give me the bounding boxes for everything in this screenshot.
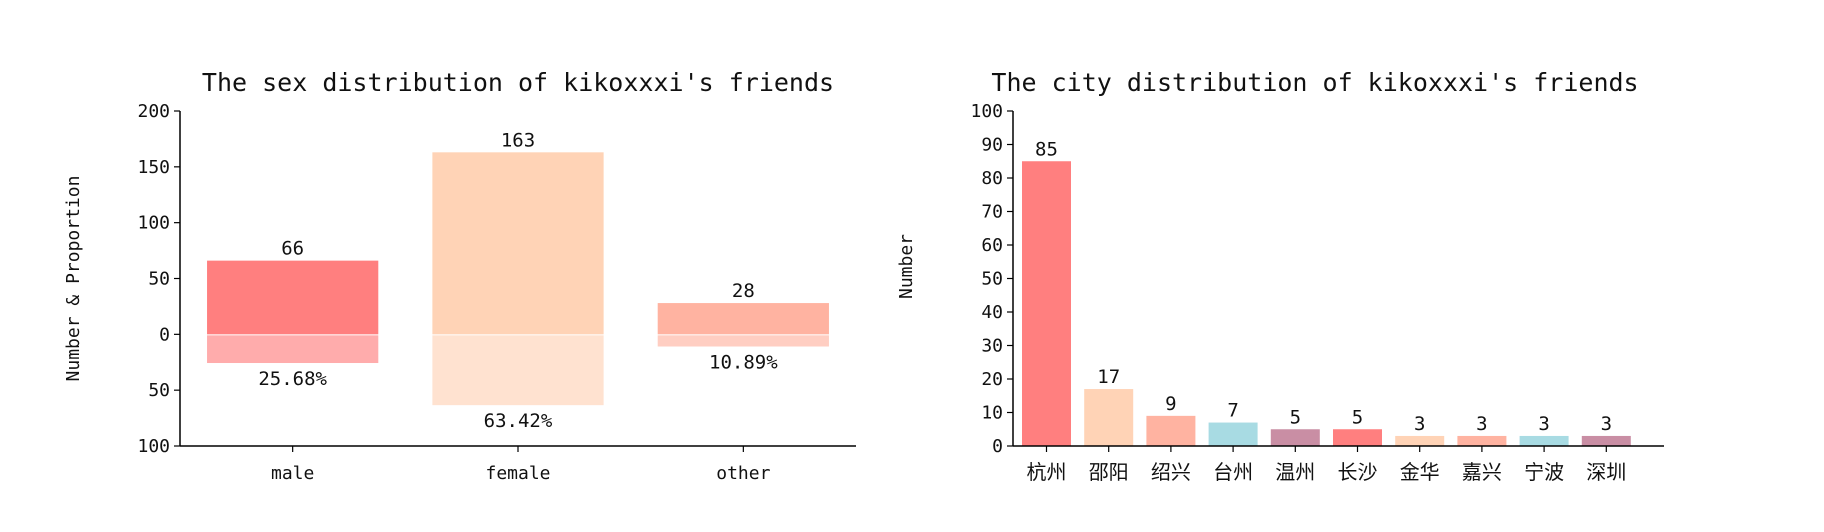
bar-台州: [1208, 422, 1258, 446]
bar-宁波: [1519, 435, 1569, 446]
value-label-金华: 3: [1414, 413, 1425, 435]
bar-杭州: [1022, 161, 1071, 446]
value-label-嘉兴: 3: [1476, 413, 1487, 435]
value-label-温州: 5: [1290, 406, 1301, 428]
bar-count-other: [657, 303, 829, 335]
value-label-深圳: 3: [1601, 413, 1612, 435]
proportion-label-female: 63.42%: [484, 410, 553, 432]
value-label-宁波: 3: [1538, 413, 1549, 435]
bar-proportion-male: [207, 335, 379, 364]
bar-proportion-other: [657, 335, 829, 347]
x-tick-label-金华: 金华: [1400, 460, 1440, 484]
y-axis-label: Number: [896, 234, 917, 299]
x-tick-label-other: other: [716, 463, 770, 484]
x-tick-label-长沙: 长沙: [1338, 460, 1378, 484]
bar-邵阳: [1084, 389, 1134, 446]
y-tick-label: 150: [137, 157, 170, 178]
x-tick-label-宁波: 宁波: [1524, 460, 1564, 484]
bar-count-male: [207, 260, 379, 335]
y-tick-label: 70: [981, 202, 1003, 223]
value-label-绍兴: 9: [1165, 393, 1176, 415]
y-axis-label: Number & Proportion: [63, 176, 84, 382]
x-tick-label-杭州: 杭州: [1027, 460, 1067, 484]
chart-title: The city distribution of kikoxxxi's frie…: [991, 68, 1638, 97]
proportion-label-other: 10.89%: [709, 351, 778, 373]
bar-绍兴: [1146, 415, 1196, 446]
y-tick-label: 50: [981, 269, 1003, 290]
value-label-杭州: 85: [1035, 138, 1058, 160]
x-tick-label-台州: 台州: [1213, 460, 1253, 484]
bar-长沙: [1333, 429, 1382, 446]
proportion-label-male: 25.68%: [258, 368, 327, 390]
y-tick-label: 20: [981, 369, 1003, 390]
y-tick-label: 50: [148, 269, 170, 290]
y-tick-label: 30: [981, 336, 1003, 357]
bar-金华: [1395, 435, 1445, 446]
x-tick-label-嘉兴: 嘉兴: [1462, 460, 1502, 484]
y-tick-label: 10: [981, 403, 1003, 424]
y-tick-label: 0: [159, 324, 170, 345]
value-label-other: 28: [732, 280, 755, 302]
y-tick-label: 100: [137, 213, 170, 234]
value-label-长沙: 5: [1352, 406, 1363, 428]
x-tick-label-邵阳: 邵阳: [1089, 460, 1129, 484]
bar-嘉兴: [1457, 435, 1507, 446]
y-tick-label: 80: [981, 168, 1003, 189]
value-label-台州: 7: [1227, 400, 1238, 422]
y-tick-label: 100: [137, 436, 170, 457]
bar-深圳: [1581, 435, 1631, 446]
bar-count-female: [432, 152, 604, 335]
city-distribution-chart: The city distribution of kikoxxxi's frie…: [896, 68, 1664, 484]
x-tick-label-绍兴: 绍兴: [1151, 460, 1191, 484]
bar-温州: [1270, 429, 1320, 446]
x-tick-label-温州: 温州: [1275, 460, 1315, 484]
bar-proportion-female: [432, 335, 604, 406]
x-tick-label-深圳: 深圳: [1586, 460, 1626, 484]
chart-title: The sex distribution of kikoxxxi's frien…: [202, 68, 834, 97]
y-tick-label: 60: [981, 235, 1003, 256]
y-tick-label: 100: [970, 101, 1003, 122]
value-label-female: 163: [501, 129, 535, 151]
x-tick-label-male: male: [271, 463, 314, 484]
y-tick-label: 200: [137, 101, 170, 122]
value-label-male: 66: [281, 238, 304, 260]
x-tick-label-female: female: [485, 463, 550, 484]
y-tick-label: 0: [992, 436, 1003, 457]
value-label-邵阳: 17: [1097, 366, 1120, 388]
sex-distribution-chart: The sex distribution of kikoxxxi's frien…: [63, 68, 856, 484]
y-tick-label: 90: [981, 135, 1003, 156]
y-tick-label: 50: [148, 380, 170, 401]
y-tick-label: 40: [981, 302, 1003, 323]
